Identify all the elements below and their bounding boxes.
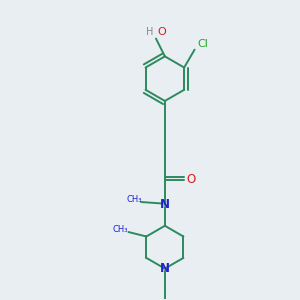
- Text: O: O: [186, 173, 195, 186]
- Text: CH₃: CH₃: [127, 194, 142, 203]
- Text: N: N: [160, 199, 170, 212]
- Text: H: H: [146, 27, 153, 37]
- Text: Cl: Cl: [197, 39, 208, 49]
- Text: CH₃: CH₃: [112, 225, 128, 234]
- Text: O: O: [158, 27, 166, 37]
- Text: N: N: [160, 262, 170, 275]
